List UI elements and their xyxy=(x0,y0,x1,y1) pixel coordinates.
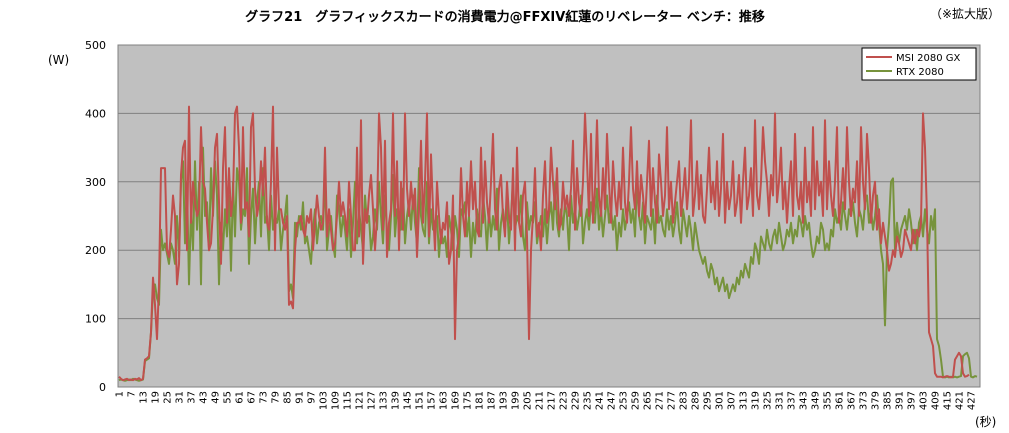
y-tick-label: 500 xyxy=(85,39,106,52)
x-tick-label: 151 xyxy=(415,391,426,410)
x-tick-label: 331 xyxy=(775,391,786,410)
legend-label-msi: MSI 2080 GX xyxy=(896,53,960,64)
x-tick-label: 265 xyxy=(643,391,654,410)
x-tick-label: 49 xyxy=(211,391,222,404)
x-tick-label: 415 xyxy=(943,391,954,410)
x-tick-label: 313 xyxy=(739,391,750,410)
x-tick-label: 1 xyxy=(115,391,126,397)
x-tick-label: 31 xyxy=(175,391,186,404)
x-tick-label: 361 xyxy=(835,391,846,410)
x-tick-label: 295 xyxy=(703,391,714,410)
y-tick-label: 100 xyxy=(85,313,106,326)
x-tick-label: 373 xyxy=(859,391,870,410)
y-ticks: 0 100 200 300 400 500 xyxy=(85,39,106,394)
x-tick-label: 217 xyxy=(547,391,558,410)
x-tick-label: 427 xyxy=(967,391,978,410)
x-tick-label: 139 xyxy=(391,391,402,410)
x-tick-label: 253 xyxy=(619,391,630,410)
series-line-msi-2080-gx xyxy=(118,105,970,382)
x-tick-label: 169 xyxy=(451,391,462,410)
x-tick-label: 181 xyxy=(475,391,486,410)
x-tick-label: 367 xyxy=(847,391,858,410)
x-tick-label: 289 xyxy=(691,391,702,410)
x-tick-label: 241 xyxy=(595,391,606,410)
legend: MSI 2080 GX RTX 2080 xyxy=(861,47,977,81)
x-tick-label: 283 xyxy=(679,391,690,410)
x-tick-label: 61 xyxy=(235,391,246,404)
x-tick-label: 307 xyxy=(727,391,738,410)
x-tick-label: 397 xyxy=(907,391,918,410)
x-tick-label: 421 xyxy=(955,391,966,410)
x-tick-label: 199 xyxy=(511,391,522,410)
y-tick-label: 0 xyxy=(99,381,106,394)
y-axis-label: (W) xyxy=(48,53,69,67)
legend-label-rtx: RTX 2080 xyxy=(896,67,944,78)
x-tick-label: 229 xyxy=(571,391,582,410)
x-tick-label: 337 xyxy=(787,391,798,410)
x-tick-label: 277 xyxy=(667,391,678,410)
x-tick-label: 193 xyxy=(499,391,510,410)
chart-title: グラフ21 グラフィックスカードの消費電力@FFXIV紅蓮のリベレーター ベンチ… xyxy=(245,9,765,25)
x-tick-label: 91 xyxy=(295,391,306,404)
x-tick-label: 133 xyxy=(379,391,390,410)
x-tick-label: 109 xyxy=(331,391,342,410)
x-axis-label: (秒) xyxy=(975,415,996,429)
x-tick-label: 409 xyxy=(931,391,942,410)
legend-box xyxy=(861,47,977,81)
x-tick-label: 55 xyxy=(223,391,234,404)
x-tick-label: 349 xyxy=(811,391,822,410)
x-tick-label: 403 xyxy=(919,391,930,410)
x-tick-label: 127 xyxy=(367,391,378,410)
y-tick-label: 200 xyxy=(85,244,106,257)
series-line-rtx-2080 xyxy=(118,146,978,382)
x-tick-label: 79 xyxy=(271,391,282,404)
x-tick-label: 97 xyxy=(307,391,318,404)
x-tick-label: 319 xyxy=(751,391,762,410)
x-tick-label: 187 xyxy=(487,391,498,410)
x-tick-label: 121 xyxy=(355,391,366,410)
x-tick-label: 235 xyxy=(583,391,594,410)
enlarged-note: （※拡大版） xyxy=(930,7,1000,21)
x-tick-label: 19 xyxy=(151,391,162,404)
x-tick-label: 385 xyxy=(883,391,894,410)
x-tick-label: 103 xyxy=(319,391,330,410)
x-tick-label: 43 xyxy=(199,391,210,404)
x-tick-label: 73 xyxy=(259,391,270,404)
x-tick-label: 259 xyxy=(631,391,642,410)
x-tick-label: 325 xyxy=(763,391,774,410)
x-tick-label: 115 xyxy=(343,391,354,410)
y-tick-label: 400 xyxy=(85,107,106,120)
series-lines xyxy=(118,105,978,382)
x-tick-label: 391 xyxy=(895,391,906,410)
x-tick-label: 343 xyxy=(799,391,810,410)
x-tick-label: 247 xyxy=(607,391,618,410)
x-ticks: 1 7 13 19 25 31 37 43 49 55 61 67 73 79 85 91 97 103 109 11… xyxy=(115,391,978,410)
x-tick-label: 301 xyxy=(715,391,726,410)
x-tick-label: 163 xyxy=(439,391,450,410)
x-tick-label: 271 xyxy=(655,391,666,410)
x-tick-label: 13 xyxy=(139,391,150,404)
x-tick-label: 85 xyxy=(283,391,294,404)
x-tick-label: 145 xyxy=(403,391,414,410)
x-tick-label: 25 xyxy=(163,391,174,404)
x-tick-label: 7 xyxy=(127,391,138,397)
x-tick-label: 175 xyxy=(463,391,474,410)
x-tick-label: 157 xyxy=(427,391,438,410)
x-tick-label: 37 xyxy=(187,391,198,404)
x-tick-label: 205 xyxy=(523,391,534,410)
x-tick-label: 211 xyxy=(535,391,546,410)
x-tick-label: 379 xyxy=(871,391,882,410)
y-tick-label: 300 xyxy=(85,176,106,189)
x-tick-label: 67 xyxy=(247,391,258,404)
x-tick-label: 355 xyxy=(823,391,834,410)
x-tick-label: 223 xyxy=(559,391,570,410)
